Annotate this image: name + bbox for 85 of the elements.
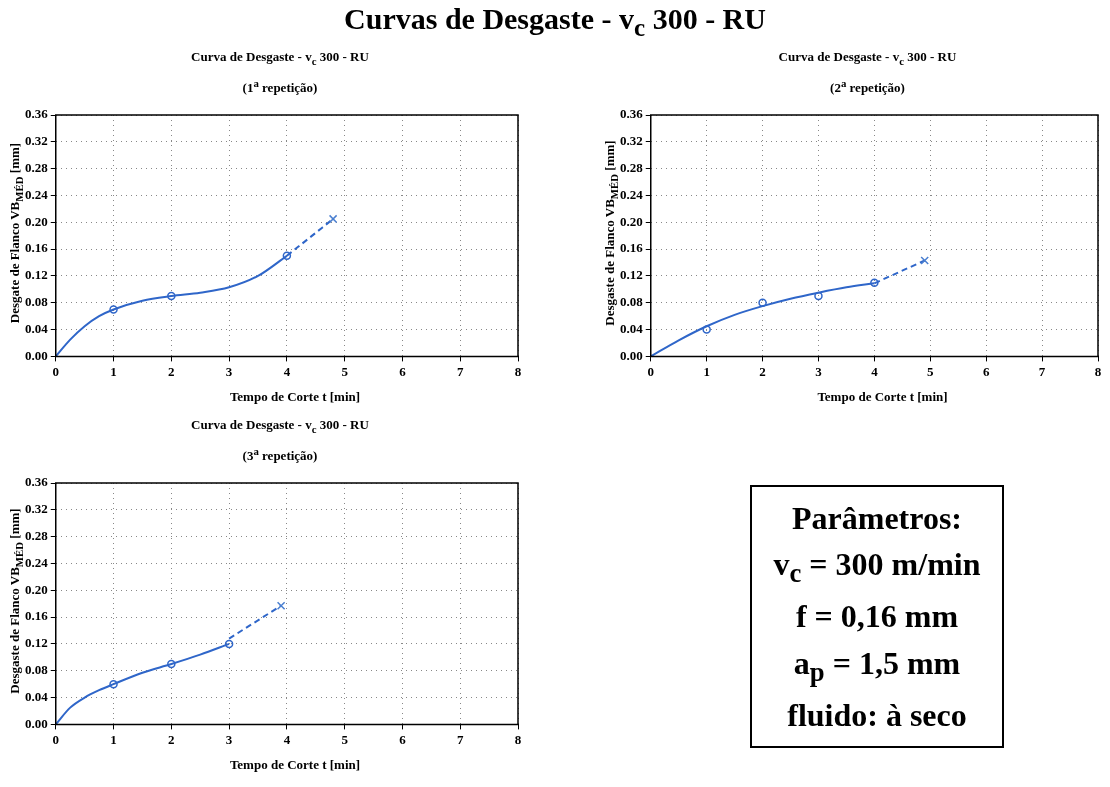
x-tick-label: 5 <box>927 363 935 379</box>
y-tick-label: 0.16 <box>25 240 49 256</box>
x-tick-label: 7 <box>456 363 464 379</box>
x-tick-label: 4 <box>283 363 291 379</box>
x-tick-label: 7 <box>456 731 464 747</box>
y-tick-label: 0.08 <box>25 294 49 310</box>
y-tick-label: 0.36 <box>25 106 49 122</box>
chart-subtitle: (2$^{a}$ repetição) <box>829 77 906 97</box>
y-tick-label: 0.12 <box>25 635 48 651</box>
x-tick-label: 6 <box>399 363 407 379</box>
x-tick-label: 8 <box>514 363 522 379</box>
x-tick-label: 2 <box>168 363 175 379</box>
y-tick-label: 0.04 <box>25 320 49 336</box>
text: fluido: à seco <box>786 695 968 735</box>
y-tick-label: 0.32 <box>620 133 643 149</box>
y-tick-label: 0.32 <box>25 501 48 517</box>
x-tick-label: 0 <box>52 363 59 379</box>
x-tick-label: 5 <box>341 731 349 747</box>
y-tick-label: 0.20 <box>25 581 48 597</box>
x-tick-label: 1 <box>110 363 117 379</box>
point <box>282 251 292 261</box>
x-tick-label: 5 <box>341 363 349 379</box>
point <box>109 305 118 314</box>
chart-subtitle: (1$^{a}$ repetição) <box>241 77 319 97</box>
y-tick-label: 0.24 <box>25 554 49 570</box>
x-tick-label: 3 <box>225 363 233 379</box>
y-tick-label: 0.08 <box>620 294 644 310</box>
x-tick-label: 0 <box>647 363 654 379</box>
y-tick-label: 0.24 <box>620 186 644 202</box>
x-tick-label: 6 <box>982 363 990 379</box>
x-tick-label: 1 <box>703 363 710 379</box>
text: Curvas de Desgaste - v$_{c}$ 300 - RU <box>343 2 767 42</box>
x-tick-label: 2 <box>168 731 175 747</box>
x-tick-label: 0 <box>52 731 59 747</box>
point <box>702 325 711 334</box>
point <box>167 291 176 301</box>
y-tick-label: 0.20 <box>25 213 48 229</box>
y-tick-label: 0.36 <box>25 474 49 490</box>
y-tick-label: 0.32 <box>25 133 48 149</box>
y-tick-label: 0.24 <box>25 186 49 202</box>
text: Parâmetros: <box>791 499 963 538</box>
y-tick-label: 0.00 <box>25 347 48 363</box>
x-axis-title: Tempo de Corte t [min] <box>228 757 362 773</box>
y-tick-label: 0.28 <box>25 160 49 175</box>
x-tick-label: 8 <box>514 731 522 747</box>
x-tick-label: 1 <box>110 731 117 747</box>
y-tick-label: 0.28 <box>25 528 49 543</box>
chart-title: Curva de Desgaste - v$_{c}$ 300 - RU <box>190 49 370 67</box>
y-tick-label: 0.00 <box>620 347 643 363</box>
y-tick-label: 0.00 <box>25 715 48 731</box>
y-tick-label: 0.28 <box>620 160 644 175</box>
x-tick-label: 3 <box>225 731 233 747</box>
x-tick-label: 8 <box>1094 363 1102 379</box>
point <box>758 298 767 308</box>
y-tick-label: 0.04 <box>25 688 49 704</box>
text: a$_{p}$ = 1,5 mm <box>792 643 962 690</box>
x-tick-label: 6 <box>399 731 407 747</box>
point <box>920 256 929 265</box>
x-tick-label: 3 <box>815 363 823 379</box>
chart-subtitle: (3$^{a}$ repetição) <box>241 445 319 465</box>
x-tick-label: 2 <box>759 363 766 379</box>
y-tick-label: 0.08 <box>25 662 49 678</box>
y-tick-label: 0.16 <box>620 240 644 256</box>
text: f = 0,16 mm <box>794 597 960 637</box>
point <box>328 214 338 224</box>
y-tick-label: 0.36 <box>620 106 644 122</box>
point <box>814 291 823 301</box>
y-tick-label: 0.04 <box>620 320 644 336</box>
x-axis-title: Tempo de Corte t [min] <box>816 389 949 405</box>
point <box>224 639 234 649</box>
x-tick-label: 7 <box>1038 363 1046 379</box>
point <box>109 679 118 689</box>
point <box>870 278 879 287</box>
y-tick-label: 0.12 <box>25 267 48 283</box>
x-axis-title: Tempo de Corte t [min] <box>228 389 362 405</box>
chart-title: Curva de Desgaste - v$_{c}$ 300 - RU <box>190 417 370 435</box>
point <box>276 601 286 610</box>
x-tick-label: 4 <box>283 731 291 747</box>
y-tick-label: 0.16 <box>25 608 49 624</box>
y-tick-label: 0.20 <box>620 213 643 229</box>
chart-title: Curva de Desgaste - v$_{c}$ 300 - RU <box>777 49 958 67</box>
text: v$_{c}$ = 300 m/min <box>772 545 982 591</box>
x-tick-label: 4 <box>871 363 879 379</box>
y-tick-label: 0.12 <box>620 267 643 283</box>
point <box>167 659 176 669</box>
